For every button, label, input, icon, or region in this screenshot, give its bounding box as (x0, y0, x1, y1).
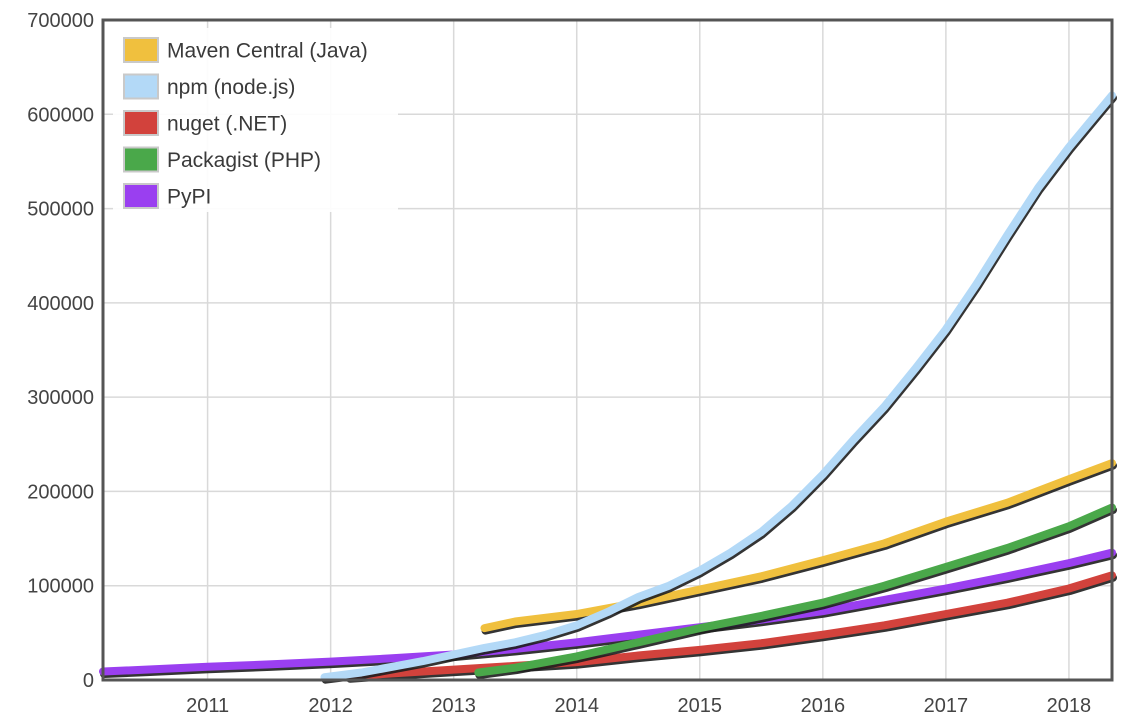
x-tick-label: 2011 (186, 695, 229, 717)
legend-label: npm (node.js) (167, 76, 295, 99)
legend-label: Maven Central (Java) (167, 40, 368, 63)
legend-item: npm (node.js) (123, 73, 295, 100)
y-tick-label: 500000 (27, 199, 94, 221)
x-tick-label: 2013 (431, 695, 476, 717)
y-tick-label: 200000 (27, 481, 94, 503)
series-line (320, 91, 1116, 682)
series-line (99, 548, 1116, 676)
x-tick-label: 2018 (1047, 695, 1092, 717)
legend-item: PyPI (123, 183, 211, 209)
legend-item: Maven Central (Java) (123, 37, 368, 63)
series-line (345, 571, 1116, 681)
legend-swatch (123, 73, 159, 100)
y-tick-label: 0 (83, 670, 94, 692)
series-0 (480, 459, 1117, 635)
legend-item: Packagist (PHP) (123, 146, 321, 173)
y-tick-label: 300000 (27, 387, 94, 409)
legend-item: nuget (.NET) (123, 110, 287, 136)
y-tick-label: 100000 (27, 576, 94, 598)
legend-swatch (123, 110, 159, 136)
legend: Maven Central (Java) npm (node.js) nuget (… (113, 28, 398, 212)
series-2 (345, 571, 1117, 683)
x-tick-label: 2014 (554, 695, 599, 717)
x-tick-label: 2015 (678, 695, 723, 717)
axis-labels: 2011 2012 2013 2014 2015 2016 2017 2018 0 100000 2… (27, 10, 1091, 717)
series-line (480, 459, 1116, 633)
series-4 (99, 548, 1117, 678)
legend-swatch (123, 146, 159, 173)
legend-box (113, 28, 398, 212)
x-tick-label: 2017 (924, 695, 969, 717)
series-line (474, 503, 1116, 677)
plot-frame (101, 18, 1114, 682)
plot-border (101, 18, 1114, 682)
series-lines (99, 91, 1117, 684)
x-tick-label: 2016 (801, 695, 846, 717)
legend-label: PyPI (167, 186, 211, 209)
series-3 (474, 503, 1117, 679)
x-tick-label: 2012 (308, 695, 353, 717)
legend-label: Packagist (PHP) (167, 149, 321, 172)
series-1 (320, 91, 1117, 684)
legend-swatch (123, 37, 159, 63)
y-tick-label: 600000 (27, 104, 94, 126)
y-tick-label: 700000 (27, 10, 94, 32)
legend-label: nuget (.NET) (167, 113, 287, 136)
gridlines (103, 20, 1112, 680)
legend-swatch (123, 183, 159, 209)
y-tick-label: 400000 (27, 293, 94, 315)
